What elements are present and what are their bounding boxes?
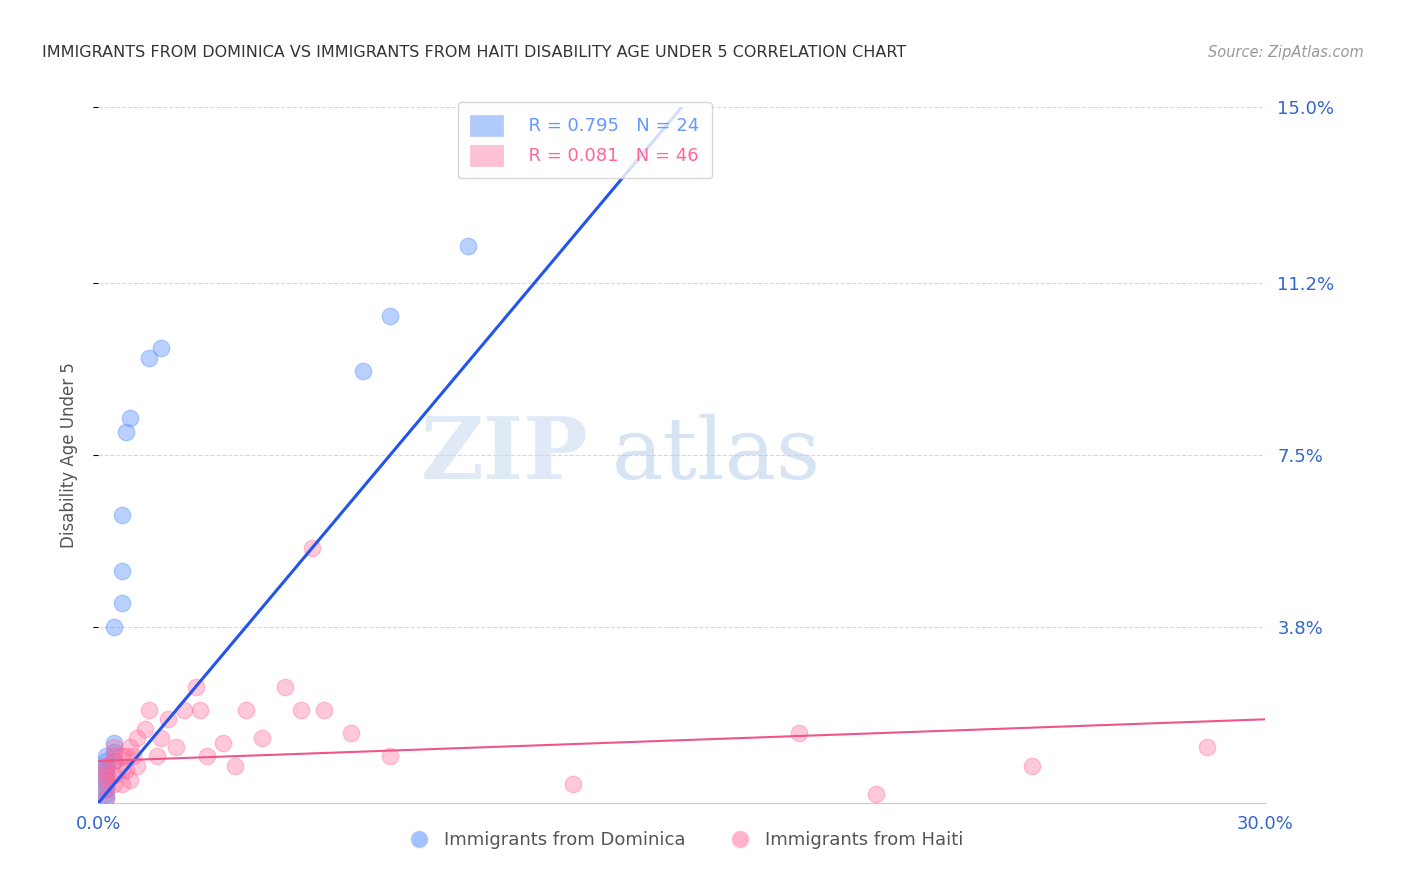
Point: [173, 703, 195, 717]
Point: [184, 680, 207, 694]
Point: [118, 772, 141, 787]
Text: Source: ZipAtlas.com: Source: ZipAtlas.com: [1208, 45, 1364, 60]
Point: [96, 749, 118, 764]
Point: [96, 772, 118, 787]
Point: [96, 758, 118, 772]
Point: [111, 596, 134, 610]
Point: [96, 777, 118, 791]
Y-axis label: Disability Age Under 5: Disability Age Under 5: [59, 362, 77, 548]
Point: [96, 758, 118, 772]
Point: [96, 791, 118, 805]
Point: [380, 309, 402, 323]
Point: [111, 777, 134, 791]
Point: [380, 749, 402, 764]
Point: [103, 745, 125, 759]
Point: [96, 791, 118, 805]
Point: [114, 425, 136, 439]
Point: [787, 726, 810, 740]
Point: [111, 564, 134, 578]
Point: [111, 764, 134, 778]
Point: [96, 768, 118, 782]
Point: [212, 735, 235, 749]
Point: [149, 341, 172, 355]
Point: [195, 749, 218, 764]
Point: [165, 740, 187, 755]
Text: IMMIGRANTS FROM DOMINICA VS IMMIGRANTS FROM HAITI DISABILITY AGE UNDER 5 CORRELA: IMMIGRANTS FROM DOMINICA VS IMMIGRANTS F…: [42, 45, 907, 60]
Point: [146, 749, 169, 764]
Point: [103, 749, 125, 764]
Point: [103, 619, 125, 633]
Point: [111, 508, 134, 523]
Point: [1195, 740, 1218, 755]
Point: [290, 703, 312, 717]
Point: [96, 772, 118, 787]
Point: [134, 722, 156, 736]
Point: [188, 703, 211, 717]
Point: [96, 768, 118, 782]
Point: [250, 731, 273, 745]
Point: [96, 764, 118, 778]
Point: [157, 712, 180, 726]
Text: ZIP: ZIP: [420, 413, 589, 497]
Point: [562, 777, 585, 791]
Point: [96, 787, 118, 801]
Point: [118, 410, 141, 425]
Point: [114, 764, 136, 778]
Point: [96, 781, 118, 796]
Point: [118, 740, 141, 755]
Point: [96, 764, 118, 778]
Point: [235, 703, 257, 717]
Point: [149, 731, 172, 745]
Point: [103, 735, 125, 749]
Legend: Immigrants from Dominica, Immigrants from Haiti: Immigrants from Dominica, Immigrants fro…: [394, 824, 970, 856]
Point: [103, 754, 125, 768]
Point: [111, 749, 134, 764]
Point: [352, 364, 374, 378]
Point: [301, 541, 323, 555]
Point: [103, 754, 125, 768]
Point: [127, 731, 149, 745]
Point: [96, 781, 118, 796]
Point: [224, 758, 246, 772]
Point: [122, 749, 145, 764]
Point: [103, 768, 125, 782]
Point: [103, 740, 125, 755]
Point: [312, 703, 335, 717]
Point: [114, 749, 136, 764]
Point: [865, 787, 887, 801]
Point: [1021, 758, 1043, 772]
Point: [340, 726, 363, 740]
Point: [103, 777, 125, 791]
Point: [96, 754, 118, 768]
Point: [127, 758, 149, 772]
Point: [457, 239, 479, 253]
Text: atlas: atlas: [612, 413, 821, 497]
Point: [138, 351, 160, 365]
Point: [138, 703, 160, 717]
Point: [274, 680, 297, 694]
